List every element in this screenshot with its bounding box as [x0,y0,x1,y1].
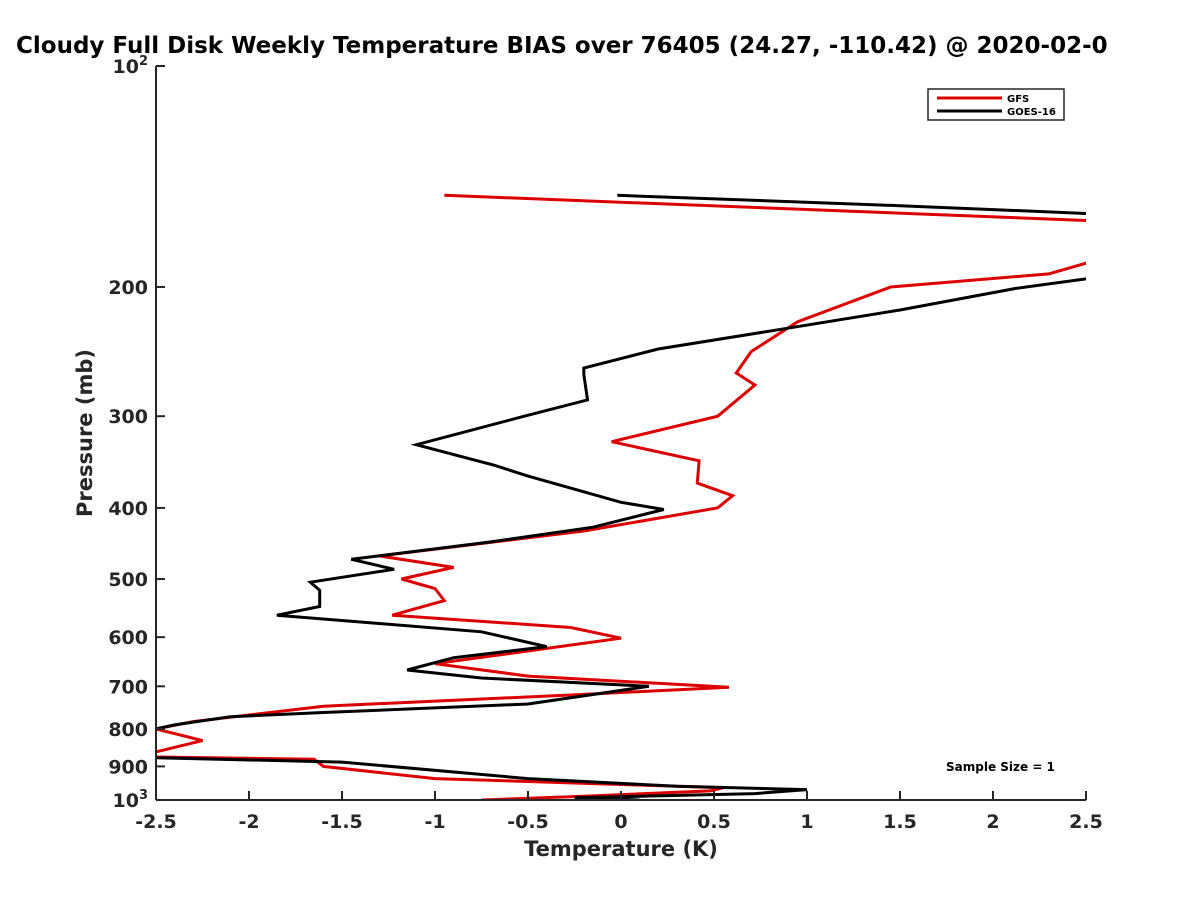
legend: GFS GOES-16 [927,88,1065,121]
x-axis-label: Temperature (K) [524,837,718,861]
x-tick-label: 0.5 [697,811,731,833]
x-tick-label: -1 [424,811,445,833]
y-tick-label: 900 [108,756,148,778]
series-layer [156,193,1086,800]
chart-title: Cloudy Full Disk Weekly Temperature BIAS… [16,33,1108,59]
y-tick-label: 700 [108,676,148,698]
x-tick-label: -2 [238,811,259,833]
legend-box [927,88,1065,121]
y-tick-label: 200 [108,277,148,299]
x-tick-label: 2.5 [1069,811,1103,833]
y-tick-label: 600 [108,627,148,649]
y-tick-label: 800 [108,719,148,741]
y-tick-label: 400 [108,498,148,520]
x-tick-label: 1 [800,811,813,833]
series-line-goes-16 [156,193,1086,800]
x-tick-label: 2 [986,811,999,833]
y-tick-label: 500 [108,569,148,591]
x-ticks: -2.5 -2 -1.5 -1 -0.5 0 0.5 1 1.5 2 2.5 [135,791,1103,833]
x-tick-label: 0 [614,811,627,833]
y-ticks: 102 200 300 400 500 600 700 800 900 103 [108,54,165,812]
x-tick-label: -1.5 [321,811,363,833]
y-tick-label: 103 [113,788,149,812]
x-tick-label: -0.5 [507,811,549,833]
x-tick-label: -2.5 [135,811,177,833]
legend-label: GOES-16 [1007,107,1056,118]
y-tick-label: 102 [113,54,149,78]
y-axis-label: Pressure (mb) [73,349,97,517]
y-tick-label: 300 [108,406,148,428]
legend-entries: GFS GOES-16 [937,94,1056,118]
x-tick-label: 1.5 [883,811,917,833]
legend-label: GFS [1007,94,1029,105]
sample-size-annotation: Sample Size = 1 [946,760,1055,774]
